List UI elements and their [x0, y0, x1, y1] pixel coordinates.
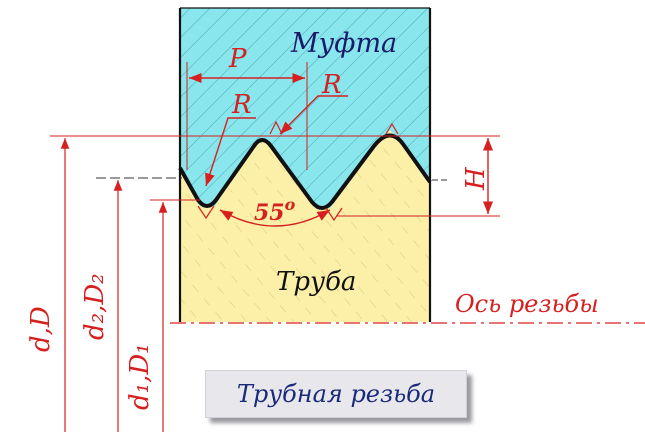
- radius-leader-left: [205, 117, 256, 187]
- caption-title: Трубная резьба: [236, 380, 436, 408]
- d-minor-label: d₁,D₁: [125, 343, 155, 410]
- pipe-label: Труба: [276, 267, 356, 297]
- pipe-region: [180, 130, 430, 322]
- thread-profile: [178, 133, 432, 210]
- radius-leader-right: [279, 95, 348, 135]
- angle-label: 55o: [254, 195, 296, 226]
- coupling-label: Муфта: [290, 28, 397, 59]
- axis-label: Ось резьбы: [455, 290, 599, 318]
- caption-box: Трубная резьба: [205, 370, 467, 418]
- radius-label-right: R: [321, 70, 342, 100]
- d-mean-label: d₂,D₂: [80, 273, 110, 340]
- angle-arc: [219, 209, 331, 227]
- pitch-label: P: [228, 44, 247, 74]
- radius-label-left: R: [231, 90, 252, 120]
- d-major-label: d,D: [26, 306, 56, 352]
- height-label: H: [461, 166, 491, 191]
